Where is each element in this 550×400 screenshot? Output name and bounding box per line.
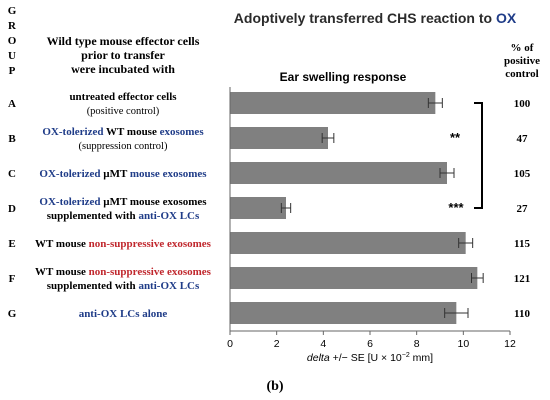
group-letter-label: B	[8, 133, 16, 145]
treatment-label-segment: anti-OX LCs	[138, 280, 200, 292]
percent-header-line: control	[505, 68, 538, 80]
percent-header-line: % of	[511, 42, 534, 54]
treatment-label-segment: µMT	[103, 168, 130, 180]
significance-d: ***	[448, 200, 464, 215]
error-bars	[280, 98, 484, 318]
percent-value: 115	[514, 238, 530, 250]
x-axis-label: delta +/− SE [U × 10−2 mm]	[307, 352, 433, 364]
x-tick-label: 2	[274, 338, 280, 350]
treatment-label-segment: mouse exosomes	[130, 168, 207, 180]
bar-d	[230, 197, 286, 219]
treatment-label-segment: exosomes	[160, 126, 205, 138]
treatment-label-segment: anti-OX LCs alone	[79, 308, 168, 320]
treatment-label-segment: µMT	[103, 196, 130, 208]
treatment-header-line: prior to transfer	[81, 48, 165, 62]
treatment-label-segment: non-suppressive exosomes	[89, 266, 212, 278]
bar-e	[230, 232, 466, 254]
treatment-label-segment: (suppression control)	[79, 141, 168, 152]
x-tick-label: 12	[504, 338, 516, 350]
chart-title: Adoptively transferred CHS reaction to O…	[234, 10, 517, 26]
x-axis-label-italic: delta	[307, 352, 330, 364]
treatment-label: OX-tolerized µMT mouse exosomes	[39, 196, 207, 208]
treatment-label: untreated effector cells	[69, 91, 177, 103]
percent-value: 27	[517, 203, 529, 215]
treatment-label: OX-tolerized WT mouse exosomes	[42, 126, 204, 138]
group-letter-label: E	[8, 238, 15, 250]
x-tick-label: 0	[227, 338, 233, 350]
treatment-label-segment: non-suppressive exosomes	[89, 238, 212, 250]
x-tick-label: 4	[320, 338, 326, 350]
x-tick-label: 10	[457, 338, 469, 350]
x-axis-label-text: +/− SE [U × 10	[330, 352, 402, 364]
group-letter: R	[8, 20, 17, 32]
group-letter-label: F	[9, 273, 16, 285]
group-letter: P	[9, 65, 16, 77]
group-letter-label: D	[8, 203, 16, 215]
percent-value: 121	[514, 273, 531, 285]
treatment-label-segment: (positive control)	[87, 106, 160, 117]
percent-header-line: positive	[504, 55, 540, 67]
bar-b	[230, 127, 328, 149]
treatment-label-segment: WT mouse	[35, 266, 89, 278]
treatment-label-segment: mouse exosomes	[130, 196, 207, 208]
bar-series	[230, 92, 478, 324]
treatment-label: anti-OX LCs alone	[79, 308, 168, 320]
group-letter: U	[8, 50, 16, 62]
treatment-label-segment: WT mouse	[106, 126, 160, 138]
treatment-label: (positive control)	[87, 106, 160, 117]
bar-f	[230, 267, 478, 289]
treatment-label-segment: supplemented with	[47, 210, 139, 222]
bar-c	[230, 162, 447, 184]
percent-value: 100	[514, 98, 531, 110]
treatment-label: WT mouse non-suppressive exosomes	[35, 266, 212, 278]
percent-value: 105	[514, 168, 531, 180]
response-column-header: Ear swelling response	[280, 70, 407, 84]
treatment-label-segment: untreated effector cells	[69, 91, 177, 103]
group-letter-label: G	[8, 308, 17, 320]
x-axis-label-end: mm]	[410, 352, 433, 364]
group-letter: O	[8, 35, 17, 47]
treatment-label: OX-tolerized µMT mouse exosomes	[39, 168, 207, 180]
chart-title-prefix: Adoptively transferred CHS reaction to	[234, 10, 496, 26]
x-axis-ticks: 0 2 4 6 8 10 12	[227, 331, 516, 350]
bar-g	[230, 302, 457, 324]
x-axis-label-sup: −2	[402, 352, 410, 359]
percent-value: 110	[514, 308, 530, 320]
treatment-label: supplemented with anti-OX LCs	[47, 210, 200, 222]
significance-bracket	[474, 102, 483, 209]
group-letter: G	[8, 5, 17, 17]
bar-chart: 0 2 4 6 8 10 12	[227, 87, 516, 350]
treatment-label: WT mouse non-suppressive exosomes	[35, 238, 212, 250]
treatment-label-segment: OX-tolerized	[42, 126, 106, 138]
group-letter-label: A	[8, 98, 16, 110]
treatment-label: (suppression control)	[79, 141, 168, 152]
percent-value: 47	[517, 133, 529, 145]
group-letter-label: C	[8, 168, 16, 180]
treatment-label-segment: OX-tolerized	[39, 196, 103, 208]
treatment-label-segment: OX-tolerized	[39, 168, 103, 180]
treatment-label: supplemented with anti-OX LCs	[47, 280, 200, 292]
treatment-label-segment: WT mouse	[35, 238, 89, 250]
significance-b: **	[450, 130, 461, 145]
treatment-header-line: Wild type mouse effector cells	[47, 34, 200, 48]
chart-title-accent: OX	[496, 10, 517, 26]
x-tick-label: 8	[414, 338, 420, 350]
x-tick-label: 6	[367, 338, 373, 350]
treatment-label-segment: anti-OX LCs	[138, 210, 200, 222]
panel-label: (b)	[266, 379, 283, 394]
treatment-label-segment: supplemented with	[47, 280, 139, 292]
treatment-header-line: were incubated with	[71, 62, 175, 76]
bar-a	[230, 92, 436, 114]
